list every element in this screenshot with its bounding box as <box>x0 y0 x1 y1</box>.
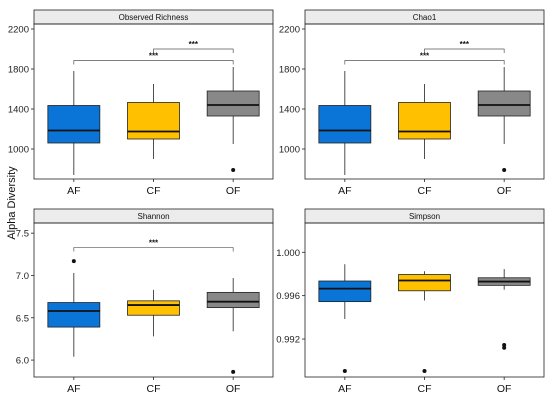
box-body <box>47 302 101 328</box>
box-body <box>127 102 180 140</box>
box-body <box>47 105 101 144</box>
outlier-point <box>502 345 507 350</box>
box-body <box>206 90 260 117</box>
panel-shannon: Shannon 6.0 6.5 7.0 7.5 AF CF OF *** <box>16 208 274 395</box>
x-tick-label: CF <box>147 185 161 197</box>
box-body <box>318 105 372 144</box>
x-tick-label: AF <box>67 185 80 197</box>
y-tick-label: 2200 <box>279 25 300 36</box>
x-tick-label: OF <box>497 185 512 197</box>
y-tick-label: 0.996 <box>276 291 300 302</box>
panel-title: Observed Richness <box>119 13 189 22</box>
significance-bracket: *** <box>424 40 505 53</box>
box-of <box>206 278 260 374</box>
box-cf <box>127 289 180 337</box>
box-af <box>318 71 372 175</box>
significance-bracket: *** <box>344 52 505 65</box>
box-af <box>318 264 372 374</box>
y-tick-label: 1400 <box>8 105 29 116</box>
x-tick-label: AF <box>338 383 351 395</box>
y-tick-label: 6.5 <box>16 313 29 324</box>
panel-title: Chao1 <box>413 13 437 22</box>
bracket-line <box>73 60 234 65</box>
y-tick-label: 1000 <box>8 145 29 156</box>
significance-label: *** <box>420 52 430 61</box>
y-tick-label: 1000 <box>279 145 300 156</box>
box-body <box>318 280 372 303</box>
y-tick-label: 1800 <box>279 65 300 76</box>
outlier-point <box>71 259 76 264</box>
outlier-point <box>231 369 236 374</box>
box-af <box>47 259 101 357</box>
box-body <box>127 300 180 316</box>
x-tick-label: CF <box>418 185 432 197</box>
box-of <box>477 269 531 350</box>
y-tick-label: 2200 <box>8 25 29 36</box>
panel-simpson: Simpson 0.992 0.996 1.000 AF CF OF <box>276 208 545 395</box>
significance-bracket: *** <box>73 52 234 65</box>
x-tick-label: OF <box>226 383 241 395</box>
x-tick-label: OF <box>226 185 241 197</box>
significance-label: *** <box>149 239 159 248</box>
y-tick-label: 1400 <box>279 105 300 116</box>
y-tick-label: 1800 <box>8 65 29 76</box>
box-cf <box>398 84 451 159</box>
y-tick-label: 7.5 <box>16 229 29 240</box>
outlier-point <box>342 369 347 374</box>
outlier-point <box>231 168 236 172</box>
x-tick-label: CF <box>418 383 432 395</box>
panel-chao1: Chao1 1000 1400 1800 2200 AF CF OF *** *** <box>279 9 545 197</box>
bracket-line <box>344 60 505 65</box>
y-tick-label: 7.0 <box>16 271 29 282</box>
box-cf <box>127 84 180 159</box>
bracket-line <box>153 48 234 53</box>
bracket-line <box>424 48 505 53</box>
panel-title: Shannon <box>137 212 169 221</box>
y-tick-label: 6.0 <box>16 356 29 367</box>
outlier-point <box>422 369 427 374</box>
box-of <box>206 67 260 172</box>
significance-bracket: *** <box>73 239 234 252</box>
y-axis-label: Alpha Diversity <box>6 166 18 240</box>
box-af <box>47 71 101 175</box>
y-tick-label: 1.000 <box>276 248 300 259</box>
significance-label: *** <box>189 40 199 49</box>
x-tick-label: CF <box>147 383 161 395</box>
box-of <box>477 67 531 172</box>
bracket-line <box>73 247 234 252</box>
box-body <box>398 274 451 292</box>
box-body <box>206 291 260 309</box>
significance-label: *** <box>149 52 159 61</box>
box-cf <box>398 271 451 374</box>
outlier-point <box>502 168 507 172</box>
significance-label: *** <box>460 40 470 49</box>
box-body <box>398 102 451 140</box>
y-tick-label: 0.992 <box>276 335 300 346</box>
panel-observed-richness: Observed Richness 1000 1400 1800 2200 AF CF OF *… <box>8 9 274 197</box>
significance-bracket: *** <box>153 40 234 53</box>
x-tick-label: OF <box>497 383 512 395</box>
x-tick-label: AF <box>67 383 80 395</box>
box-body <box>477 90 531 117</box>
x-tick-label: AF <box>338 185 351 197</box>
panel-title: Simpson <box>409 212 440 221</box>
